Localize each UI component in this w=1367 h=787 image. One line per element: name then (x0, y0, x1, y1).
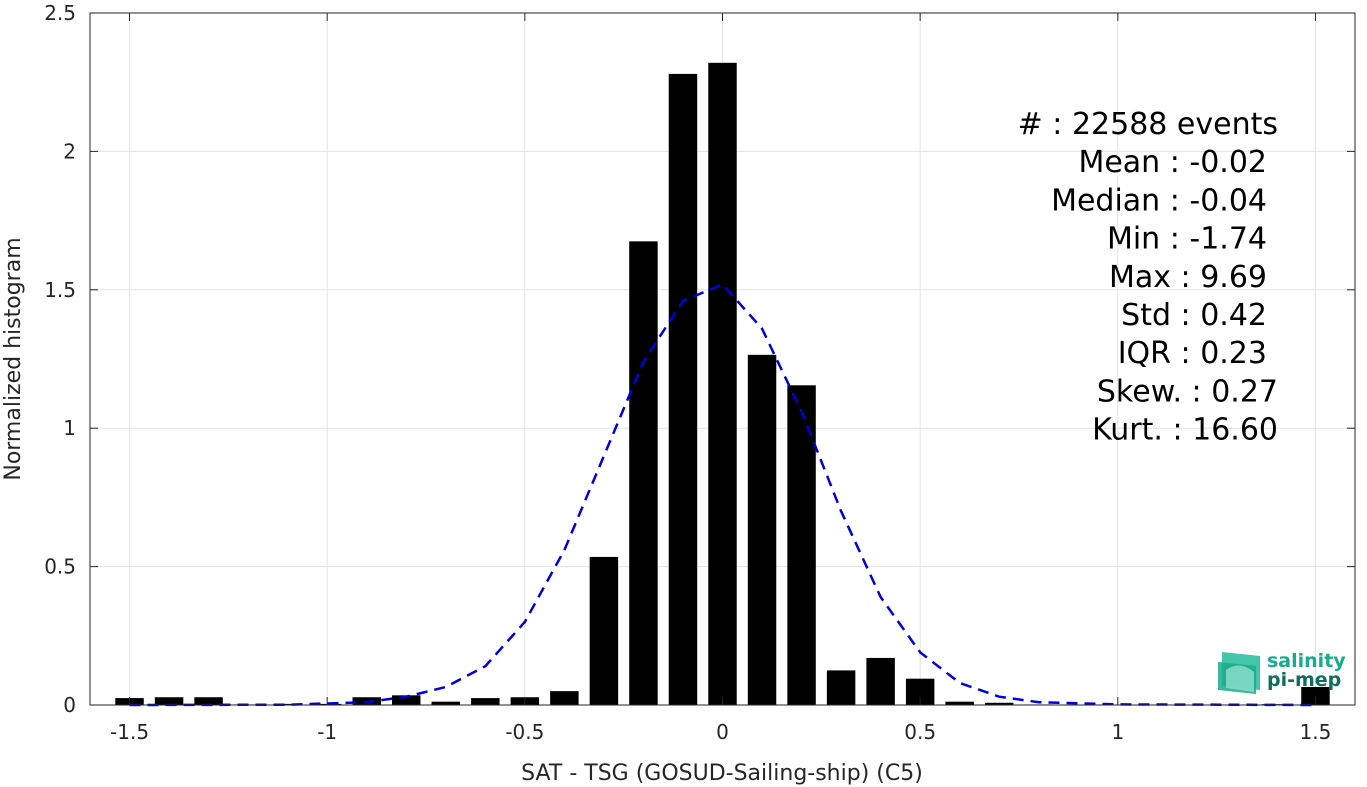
logo-text-pi-mep: pi-mep (1267, 669, 1341, 691)
stats-line-4: Max : 9.69 (1109, 260, 1267, 295)
histogram-bar-19 (866, 657, 895, 705)
stats-line-2: Median : -0.04 (1051, 183, 1267, 218)
y-tick-label-4: 2 (63, 139, 76, 163)
histogram-bar-18 (826, 670, 856, 705)
stats-line-7: Skew. : 0.27 (1097, 374, 1278, 409)
logo-waves-icon (1218, 652, 1260, 694)
axis-ticks: -1.5 -1 -0.5 0 0.5 1 1.5 0 0.5 1 1.5 2 2.5 (44, 1, 1355, 744)
x-tick-label-3: 0 (716, 720, 729, 744)
histogram-bar-17 (787, 385, 816, 705)
y-tick-label-2: 1 (63, 416, 76, 440)
y-tick-label-0: 0 (63, 693, 76, 717)
histogram-bar-16 (747, 354, 777, 705)
x-tick-label-1: -1 (317, 720, 337, 744)
gaussian-fit-curve (129, 282, 1316, 707)
stats-line-8: Kurt. : 16.60 (1092, 413, 1278, 448)
stats-line-3: Min : -1.74 (1107, 222, 1267, 257)
histogram-bar-9 (471, 698, 500, 705)
y-tick-label-1: 0.5 (44, 555, 76, 579)
histogram-bar-15 (708, 62, 737, 706)
bar-series (115, 62, 1330, 706)
x-tick-label-2: -0.5 (505, 720, 544, 744)
y-tick-label-3: 1.5 (44, 278, 76, 302)
stats-line-5: Std : 0.42 (1121, 298, 1267, 333)
histogram-bar-7 (392, 695, 421, 705)
x-tick-label-6: 1.5 (1300, 720, 1332, 744)
stats-line-1: Mean : -0.02 (1078, 145, 1267, 180)
histogram-bar-8 (431, 701, 461, 705)
x-tick-label-4: 0.5 (904, 720, 936, 744)
x-tick-label-5: 1 (1111, 720, 1124, 744)
histogram-bar-13 (629, 241, 658, 706)
histogram-bar-30 (1301, 687, 1330, 705)
salinity-pi-mep-logo: salinity pi-mep (1218, 650, 1346, 694)
stats-line-0: # : 22588 events (1018, 107, 1278, 142)
x-tick-label-0: -1.5 (110, 720, 149, 744)
histogram-bar-21 (945, 701, 974, 705)
x-axis-title: SAT - TSG (GOSUD-Sailing-ship) (C5) (521, 761, 923, 786)
histogram-bar-14 (668, 73, 698, 706)
y-axis-title: Normalized histogram (1, 237, 26, 480)
histogram-bar-12 (589, 556, 619, 705)
y-tick-label-5: 2.5 (44, 1, 76, 25)
fit-curve-line (129, 282, 1316, 707)
histogram-bar-2 (194, 697, 223, 705)
logo-text-salinity: salinity (1267, 650, 1346, 672)
histogram-bar-4 (273, 703, 302, 705)
stats-line-6: IQR : 0.23 (1118, 336, 1267, 371)
histogram-bar-11 (550, 691, 579, 705)
histogram-bar-1 (154, 697, 184, 705)
histogram-bar-22 (984, 702, 1014, 705)
